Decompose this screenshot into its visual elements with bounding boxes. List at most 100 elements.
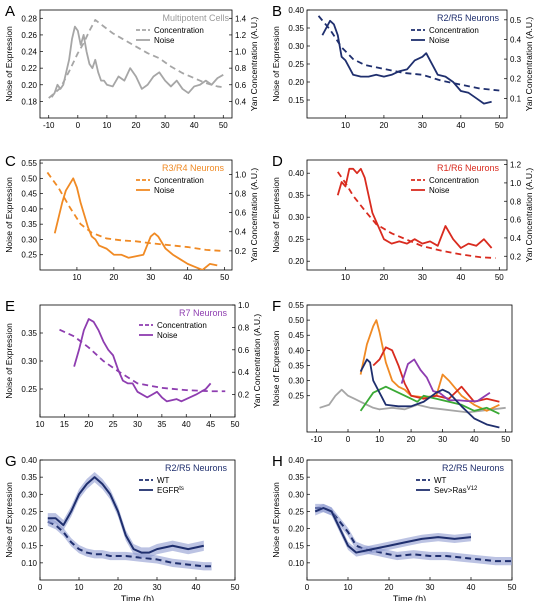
x-tick-label: 0 [76, 121, 81, 130]
x-tick-label: 30 [146, 273, 155, 282]
y-tick-label: 0.28 [21, 14, 37, 23]
series-line [359, 319, 500, 412]
panel-letter: A [5, 3, 15, 20]
plot-area [314, 503, 512, 566]
series-line [53, 177, 218, 270]
x-tick-label: 10 [36, 420, 45, 429]
legend-label: Noise [429, 186, 450, 195]
y-tick-label: 0.35 [288, 24, 304, 33]
y-tick-label: 0.25 [288, 60, 304, 69]
y2-tick-label: 1.4 [235, 14, 247, 23]
y2-tick-label: 0.6 [235, 81, 247, 90]
y-tick-label: 0.35 [288, 191, 304, 200]
y-tick-label: 0.30 [288, 377, 304, 386]
y-axis-left-label: Noise of Expression [4, 482, 14, 558]
x-tick-label: 10 [75, 583, 84, 592]
y-tick-label: 0.35 [21, 473, 37, 482]
panel-letter: F [272, 298, 281, 315]
panel-e: E 10 15 20 25 30 35 40 45 50 0.25 0.30 0.35 0.2 0.4 0.6… [4, 298, 262, 429]
x-tick-label: 30 [153, 583, 162, 592]
y-tick-label: 0.30 [21, 235, 37, 244]
series-line [59, 328, 226, 393]
y-tick-label: 0.20 [288, 525, 304, 534]
y-tick-label: 0.40 [288, 346, 304, 355]
y-tick-label: 0.24 [21, 48, 37, 57]
y2-tick-label: 0.1 [510, 94, 522, 103]
x-tick-label: 20 [132, 121, 141, 130]
legend-label: Noise [154, 186, 175, 195]
y-tick-label: 0.40 [288, 6, 304, 15]
chart-title: R2/R5 Neurons [437, 13, 500, 23]
y-tick-label: 0.25 [21, 507, 37, 516]
x-tick-label: 40 [456, 121, 465, 130]
panel-letter: C [5, 153, 16, 170]
panel-letter: B [272, 3, 282, 20]
x-tick-label: 40 [183, 273, 192, 282]
x-tick-label: 30 [133, 420, 142, 429]
y-axis-right-label: Yan Concentration (A.U.) [249, 168, 259, 262]
x-tick-label: 20 [84, 420, 93, 429]
y-axis-left-label: Noise of Expression [271, 482, 281, 558]
y-tick-label: 0.10 [288, 559, 304, 568]
y-tick-label: 0.45 [21, 190, 37, 199]
x-tick-label: 10 [102, 121, 111, 130]
series-line [319, 388, 506, 414]
y-tick-label: 0.40 [21, 456, 37, 465]
x-tick-label: 20 [109, 273, 118, 282]
series-line [359, 385, 500, 415]
panel-b: B 10 20 30 40 50 0.15 0.20 0.25 0.30 0.35 0.40 0.1 0.… [271, 3, 534, 130]
plot-area [59, 318, 226, 403]
y2-tick-label: 0.2 [510, 75, 522, 84]
panel-h: H 0 10 20 30 40 50 0.10 0.15 0.20 0.25 0.30 0.35 0.40… [271, 453, 517, 601]
y-tick-label: 0.25 [21, 251, 37, 260]
panel-f: F -10 0 10 20 30 40 50 0.25 0.30 0.35 0.40 0.45 0.50 0… [271, 298, 513, 444]
x-tick-label: 40 [182, 420, 191, 429]
x-tick-label: 0 [346, 435, 351, 444]
y2-tick-label: 0.2 [235, 247, 247, 256]
legend-label: Concentration [154, 176, 204, 185]
series-line [47, 520, 212, 568]
y-tick-label: 0.40 [288, 169, 304, 178]
chart-title: R2/R5 Neurons [165, 463, 228, 473]
y-tick-label: 0.26 [21, 31, 37, 40]
y2-tick-label: 0.6 [510, 216, 522, 225]
plot-frame [306, 459, 513, 581]
series-line [359, 358, 500, 429]
y-tick-label: 0.50 [21, 174, 37, 183]
y2-tick-label: 1.0 [235, 170, 247, 179]
x-tick-label: 40 [456, 273, 465, 282]
x-tick-label: 25 [109, 420, 118, 429]
x-tick-label: 50 [231, 420, 240, 429]
series-line [337, 171, 496, 259]
x-tick-label: 30 [438, 435, 447, 444]
y-tick-label: 0.25 [288, 507, 304, 516]
x-tick-label: 30 [426, 583, 435, 592]
y2-tick-label: 1.0 [235, 48, 247, 57]
x-axis-label: Time (h) [121, 594, 154, 601]
series-line [50, 25, 224, 98]
x-tick-label: 20 [114, 583, 123, 592]
y-tick-label: 0.20 [21, 525, 37, 534]
y-tick-label: 0.25 [288, 235, 304, 244]
x-tick-label: -10 [311, 435, 323, 444]
plot-area [336, 167, 496, 259]
plot-area [47, 472, 212, 571]
y-tick-label: 0.30 [21, 357, 37, 366]
y-tick-label: 0.30 [288, 490, 304, 499]
x-tick-label: 50 [219, 121, 228, 130]
x-tick-label: 0 [305, 583, 310, 592]
x-tick-label: -10 [43, 121, 55, 130]
y2-tick-label: 0.8 [238, 323, 250, 332]
x-tick-label: 15 [60, 420, 69, 429]
x-tick-label: 40 [470, 435, 479, 444]
y-tick-label: 0.30 [288, 213, 304, 222]
plot-area [317, 15, 500, 105]
x-tick-label: 50 [508, 583, 517, 592]
plot-area [46, 171, 221, 270]
x-tick-label: 10 [341, 121, 350, 130]
series-line [48, 19, 224, 99]
x-tick-label: 30 [418, 121, 427, 130]
x-tick-label: 20 [379, 273, 388, 282]
y2-tick-label: 0.4 [235, 97, 247, 106]
y2-tick-label: 0.2 [510, 252, 522, 261]
